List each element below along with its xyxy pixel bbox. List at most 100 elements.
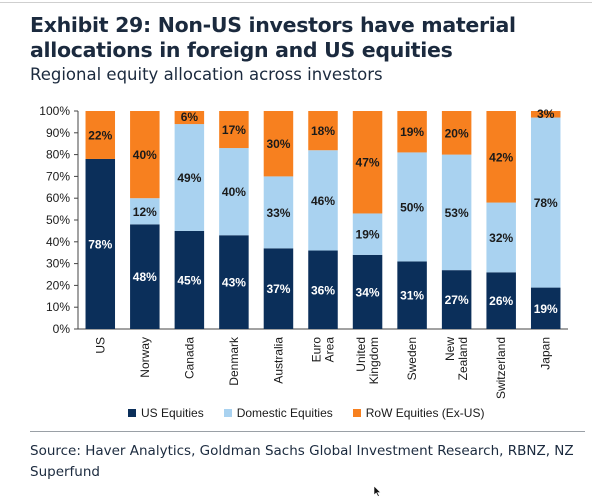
legend-label-us: US Equities: [141, 406, 204, 420]
x-tick-label-united-kingdom: UnitedKingdom: [354, 337, 381, 384]
y-tick-label: 40%: [46, 235, 70, 249]
bar-domestic-switzerland: [486, 202, 516, 273]
bar-domestic-australia: [263, 176, 294, 249]
legend-item-us: US Equities: [128, 406, 204, 420]
legend-item-row: RoW Equities (Ex-US): [352, 406, 485, 420]
data-label-row-australia: 30%: [266, 137, 290, 151]
chart-title: Exhibit 29: Non-US investors have materi…: [30, 13, 516, 62]
chart-subtitle: Regional equity allocation across invest…: [30, 65, 383, 84]
data-label-row-new-zealand: 20%: [445, 126, 469, 140]
y-tick-label: 20%: [46, 278, 70, 292]
data-label-us-new-zealand: 27%: [445, 293, 469, 307]
data-label-domestic-denmark: 40%: [222, 185, 246, 199]
data-label-us-australia: 37%: [266, 282, 290, 296]
bar-domestic-japan: [530, 117, 561, 288]
top-rule: [0, 2, 592, 3]
bar-us-denmark: [219, 235, 249, 329]
data-label-us-switzerland: 26%: [489, 294, 513, 308]
data-label-domestic-japan: 78%: [534, 196, 558, 210]
data-label-domestic-norway: 12%: [133, 205, 157, 219]
bar-us-new-zealand: [441, 270, 472, 329]
data-label-row-sweden: 19%: [400, 125, 424, 139]
data-label-domestic-united-kingdom: 19%: [356, 228, 380, 242]
bar-domestic-canada: [174, 124, 205, 231]
data-label-domestic-sweden: 50%: [400, 200, 424, 214]
data-label-row-us: 22%: [88, 128, 112, 142]
data-label-row-norway: 40%: [133, 148, 157, 162]
legend-item-domestic: Domestic Equities: [223, 406, 333, 420]
bar-row-japan: [530, 111, 561, 118]
chart-legend: US Equities Domestic Equities RoW Equiti…: [128, 406, 484, 420]
legend-label-domestic: Domestic Equities: [236, 406, 333, 420]
bar-domestic-united-kingdom: [352, 213, 383, 255]
data-label-us-united-kingdom: 34%: [356, 285, 380, 299]
data-label-us-sweden: 31%: [400, 289, 424, 303]
y-tick-label: 0%: [53, 322, 71, 336]
bar-row-denmark: [219, 111, 249, 149]
data-label-row-japan: 3%: [537, 107, 555, 121]
legend-label-row: RoW Equities (Ex-US): [365, 406, 485, 420]
stacked-bar-chart: 0% 10% 20% 30% 40% 50% 60% 70% 80% 90% 100% 78% 22% U…: [39, 104, 568, 399]
bar-domestic-denmark: [219, 148, 249, 236]
data-label-domestic-canada: 49%: [177, 171, 201, 185]
bottom-rule: [30, 431, 585, 432]
legend-swatch-us: [128, 409, 136, 417]
data-label-row-switzerland: 42%: [489, 150, 513, 164]
bar-us-japan: [530, 287, 561, 329]
data-label-us-japan: 19%: [534, 302, 558, 316]
data-label-domestic-new-zealand: 53%: [445, 206, 469, 220]
bar-row-united-kingdom: [352, 111, 383, 214]
bar-us-us: [85, 158, 116, 329]
data-label-us-canada: 45%: [177, 273, 201, 287]
bar-us-euro-area: [308, 250, 338, 329]
y-tick-label: 70%: [46, 169, 70, 183]
bar-row-us: [85, 111, 116, 159]
data-label-us-denmark: 43%: [222, 276, 246, 290]
x-tick-label-euro-area: EuroArea: [310, 337, 337, 363]
y-tick-label: 80%: [46, 148, 70, 162]
bar-row-australia: [263, 111, 294, 177]
bar-us-australia: [263, 248, 294, 329]
bar-domestic-new-zealand: [441, 154, 472, 271]
y-tick-label: 60%: [46, 191, 70, 205]
y-tick-label: 90%: [46, 126, 70, 140]
source-note: Source: Haver Analytics, Goldman Sachs G…: [30, 443, 574, 480]
x-tick-label-canada: Canada: [182, 337, 196, 379]
data-label-row-united-kingdom: 47%: [356, 156, 380, 170]
y-tick-label: 30%: [46, 257, 70, 271]
data-label-us-norway: 48%: [133, 270, 157, 284]
bar-us-canada: [174, 230, 205, 329]
bar-row-sweden: [397, 111, 427, 153]
x-tick-label-us: US: [93, 337, 107, 354]
bar-domestic-norway: [130, 198, 160, 225]
x-tick-label-denmark: Denmark: [227, 336, 241, 386]
legend-swatch-row: [352, 409, 361, 417]
x-tick-label-norway: Norway: [138, 337, 152, 378]
bar-domestic-euro-area: [308, 150, 338, 251]
bar-us-sweden: [397, 261, 427, 329]
data-label-us-euro-area: 36%: [311, 283, 335, 297]
bar-us-united-kingdom: [352, 254, 383, 329]
bar-row-switzerland: [486, 111, 516, 203]
y-tick-label: 10%: [46, 300, 70, 314]
y-tick-label: 100%: [39, 104, 70, 118]
bar-us-switzerland: [486, 272, 516, 329]
x-tick-label-australia: Australia: [271, 337, 285, 384]
bar-row-canada: [174, 111, 205, 125]
data-label-row-canada: 6%: [181, 110, 199, 124]
data-label-row-denmark: 17%: [222, 123, 246, 137]
data-label-us-us: 78%: [88, 237, 112, 251]
y-tick-label: 50%: [46, 213, 70, 227]
mouse-pointer-icon: [374, 486, 382, 497]
x-tick-label-sweden: Sweden: [405, 337, 419, 380]
x-tick-label-japan: Japan: [539, 337, 553, 370]
data-label-domestic-euro-area: 46%: [311, 194, 335, 208]
x-tick-label-new-zealand: NewZealand: [443, 337, 470, 381]
bar-us-norway: [130, 224, 160, 329]
data-label-domestic-switzerland: 32%: [489, 231, 513, 245]
bar-row-euro-area: [308, 111, 338, 151]
x-tick-label-switzerland: Switzerland: [494, 337, 508, 399]
bar-domestic-sweden: [397, 152, 427, 262]
bar-row-norway: [130, 111, 160, 199]
